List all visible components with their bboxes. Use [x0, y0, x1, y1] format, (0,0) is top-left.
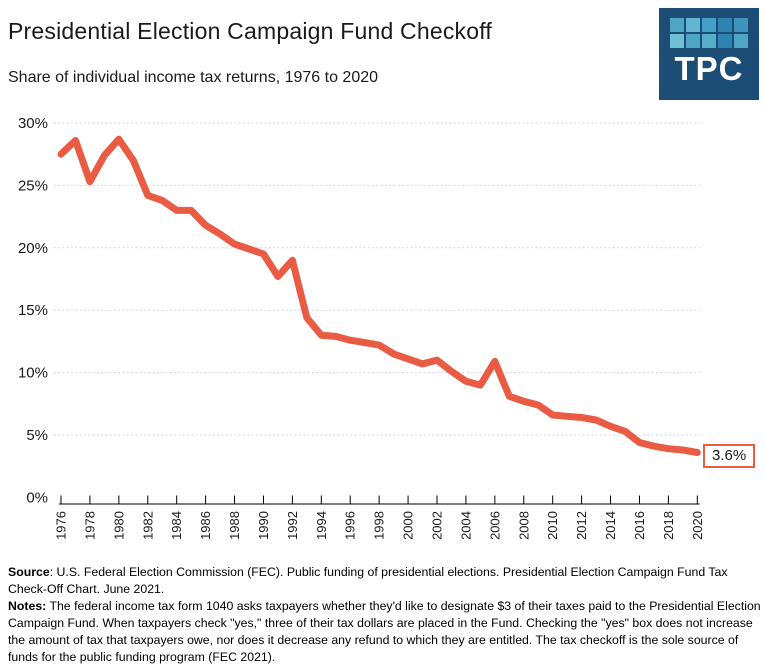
notes-text: The federal income tax form 1040 asks ta…	[8, 599, 761, 664]
x-tick-label: 2006	[487, 511, 502, 540]
x-tick-label: 2020	[690, 511, 705, 540]
y-tick-label: 0%	[26, 489, 48, 506]
y-tick-label: 25%	[18, 177, 48, 194]
logo-tile	[686, 34, 700, 48]
logo-tile	[718, 18, 732, 32]
line-chart: 0%5%10%15%20%25%30%1976 1978 1980 1982 1984 1…	[18, 115, 705, 540]
logo-tile	[718, 34, 732, 48]
x-tick-label: 2012	[574, 511, 589, 540]
y-tick-label: 10%	[18, 365, 48, 382]
chart-subtitle: Share of individual income tax returns, …	[8, 69, 379, 86]
x-tick-label: 2002	[430, 511, 445, 540]
end-value-label: 3.6%	[703, 444, 756, 468]
x-tick-label: 1994	[314, 511, 329, 540]
x-tick-label: 1992	[285, 511, 300, 540]
x-tick-label: 1986	[198, 511, 213, 540]
x-axis	[59, 495, 700, 505]
x-tick-label: 2004	[458, 511, 473, 540]
x-tick-label: 1998	[372, 511, 387, 540]
tpc-logo: TPC	[659, 8, 759, 100]
tpc-logo-grid-icon	[670, 18, 748, 48]
source-text: : U.S. Federal Election Commission (FEC)…	[8, 565, 728, 596]
logo-tile	[734, 34, 748, 48]
x-tick-label: 2018	[661, 511, 676, 540]
x-tick-label: 2000	[401, 511, 416, 540]
source-note: Source: U.S. Federal Election Commission…	[8, 564, 764, 598]
x-tick-label: 1984	[169, 511, 184, 540]
tpc-logo-text: TPC	[674, 50, 744, 87]
logo-tile	[734, 18, 748, 32]
x-tick-label: 1978	[82, 511, 97, 540]
x-tick-label: 2014	[603, 511, 618, 540]
x-tick-label: 1996	[343, 511, 358, 540]
logo-tile	[702, 34, 716, 48]
page-title: Presidential Election Campaign Fund Chec…	[8, 18, 492, 44]
data-line	[57, 135, 701, 456]
logo-tile	[686, 18, 700, 32]
y-tick-label: 15%	[18, 302, 48, 319]
x-tick-label: 2008	[516, 511, 531, 540]
x-tick-label: 1980	[111, 511, 126, 540]
footnote: Source: U.S. Federal Election Commission…	[8, 564, 764, 666]
x-tick-label: 1990	[256, 511, 271, 540]
logo-tile	[670, 18, 684, 32]
x-axis-labels: 1976 1978 1980 1982 1984 1986 1988 1990 1992 1994…	[54, 511, 705, 540]
notes-note: Notes: The federal income tax form 1040 …	[8, 598, 764, 666]
y-tick-label: 20%	[18, 240, 48, 257]
source-label: Source	[8, 565, 50, 579]
x-tick-label: 2016	[632, 511, 647, 540]
notes-label: Notes:	[8, 599, 47, 613]
x-tick-label: 1988	[227, 511, 242, 540]
x-tick-label: 1982	[140, 511, 155, 540]
logo-tile	[670, 34, 684, 48]
y-tick-label: 30%	[18, 115, 48, 132]
x-tick-label: 2010	[545, 511, 560, 540]
y-axis-labels: 0% 5% 10% 15% 20% 25% 30%	[18, 115, 48, 506]
x-tick-label: 1976	[54, 511, 69, 540]
y-tick-label: 5%	[26, 427, 48, 444]
logo-tile	[702, 18, 716, 32]
gridlines	[54, 122, 700, 436]
